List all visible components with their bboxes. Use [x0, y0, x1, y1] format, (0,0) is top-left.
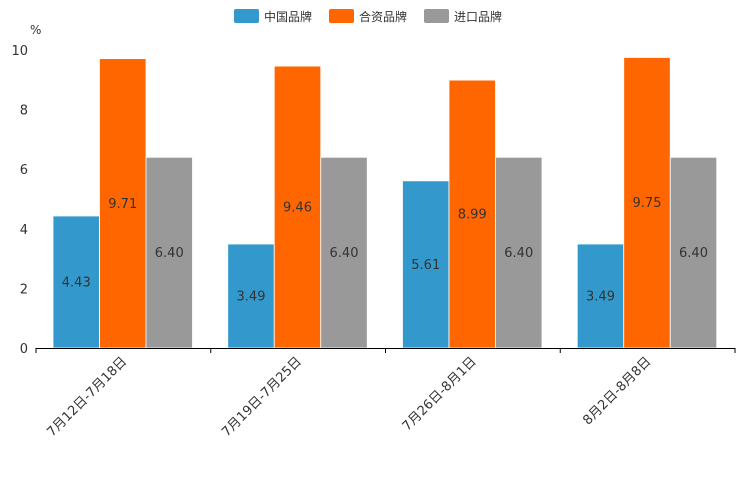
bar-value-label: 8.99: [458, 208, 487, 223]
y-axis: 0 2 4 6 8 10: [11, 44, 28, 357]
legend-label: 中国品牌: [264, 9, 312, 24]
y-axis-label: %: [30, 23, 41, 37]
x-tick-label: 7月26日-8月1日: [400, 354, 480, 434]
legend-swatch: [234, 9, 259, 23]
bar-value-label: 6.40: [504, 246, 533, 261]
bar: [576, 243, 625, 349]
bar-value-label: 6.40: [679, 246, 708, 261]
x-tick-label: 7月19日-7月25日: [219, 354, 305, 440]
bar-value-label: 9.75: [633, 196, 662, 211]
bar: [320, 156, 368, 349]
y-tick-label: 0: [20, 342, 28, 357]
x-axis: 7月12日-7月18日 7月19日-7月25日 7月26日-8月1日 8月2日-8月8…: [35, 348, 736, 440]
bar: [669, 156, 718, 349]
bar-value-label: 3.49: [586, 289, 615, 304]
bar: [273, 65, 322, 349]
bar: [448, 79, 496, 349]
y-tick-label: 4: [20, 223, 28, 238]
legend-swatch: [329, 9, 354, 23]
bar-value-label: 6.40: [155, 246, 184, 261]
bar-value-label: 9.71: [108, 197, 137, 212]
y-tick-label: 6: [20, 163, 28, 178]
bar-value-label: 4.43: [62, 275, 91, 290]
bars: [52, 57, 718, 349]
bar: [227, 243, 275, 349]
y-tick-label: 2: [20, 282, 28, 297]
legend-label: 进口品牌: [454, 10, 502, 24]
x-tick-label: 7月12日-7月18日: [44, 354, 130, 440]
legend-label: 合资品牌: [359, 9, 407, 24]
bar-value-label: 3.49: [237, 289, 266, 304]
bar-value-label: 9.46: [283, 201, 312, 216]
legend: 中国品牌 合资品牌 进口品牌: [234, 9, 502, 24]
y-tick-label: 8: [20, 104, 28, 119]
x-tick-label: 8月2日-8月8日: [580, 354, 654, 428]
bar-value-label: 5.61: [411, 258, 440, 273]
bar: [99, 58, 147, 349]
bar: [145, 156, 193, 349]
legend-swatch: [424, 9, 449, 23]
y-tick-label: 10: [11, 44, 28, 59]
bar-labels: 4.43 9.71 6.40 3.49 9.46 6.40 5.61 8.99 6.40 3.49…: [62, 196, 708, 304]
bar: [52, 215, 100, 349]
bar-value-label: 6.40: [330, 246, 359, 261]
